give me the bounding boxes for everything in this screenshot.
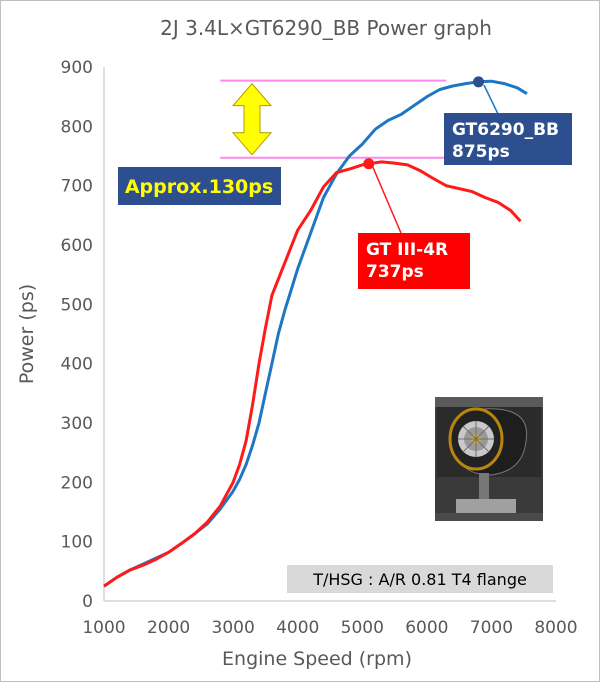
note-text: T/HSG : A/R 0.81 T4 flange [312, 570, 527, 589]
note-box: T/HSG : A/R 0.81 T4 flange [287, 565, 553, 593]
peak-callout-box [358, 233, 470, 289]
y-tick-label: 200 [61, 473, 93, 493]
difference-label: Approx.130ps [125, 176, 273, 198]
y-tick-label: 0 [82, 592, 93, 612]
turbocharger-photo [435, 397, 543, 521]
y-tick-label: 700 [61, 177, 93, 197]
x-tick-label: 4000 [276, 618, 319, 638]
x-tick-label: 2000 [147, 618, 190, 638]
x-tick-label: 8000 [534, 618, 577, 638]
x-tick-label: 6000 [405, 618, 448, 638]
axes [103, 67, 556, 602]
x-axis-label: Engine Speed (rpm) [222, 648, 412, 670]
series-line-gt-iii-4r [103, 160, 522, 588]
y-tick-label: 400 [61, 355, 93, 375]
peak-marker [363, 158, 375, 170]
peak-value-label: 875ps [452, 142, 510, 162]
peak-leader-line [483, 84, 499, 115]
peak-value-label: 737ps [366, 262, 424, 282]
y-tick-label: 500 [61, 295, 93, 315]
y-axis-label: Power (ps) [16, 284, 38, 384]
x-tick-label: 5000 [341, 618, 384, 638]
x-tick-label: 3000 [212, 618, 255, 638]
x-tick-label: 1000 [82, 618, 125, 638]
y-tick-label: 800 [61, 117, 93, 137]
peak-callout-box [444, 113, 572, 165]
peak-leader-line [371, 164, 402, 234]
y-tick-label: 900 [61, 58, 93, 78]
difference-box [118, 167, 281, 205]
chart-title: 2J 3.4L×GT6290_BB Power graph [160, 16, 492, 40]
y-tick-labels: 0 100 200 300 400 500 600 700 800 900 [61, 58, 93, 612]
difference-indicator: Approx.130ps [118, 79, 447, 205]
peak-series-label: GT6290_BB [452, 120, 559, 140]
double-arrow-icon [231, 82, 273, 156]
x-tick-labels: 1000 2000 3000 4000 5000 6000 7000 8000 [82, 618, 577, 638]
peak-series-label: GT III-4R [366, 240, 448, 260]
y-tick-label: 300 [61, 414, 93, 434]
series-lines [103, 79, 528, 588]
y-tick-label: 100 [61, 533, 93, 553]
y-tick-label: 600 [61, 236, 93, 256]
peak-marker [473, 76, 485, 88]
x-tick-label: 7000 [470, 618, 513, 638]
